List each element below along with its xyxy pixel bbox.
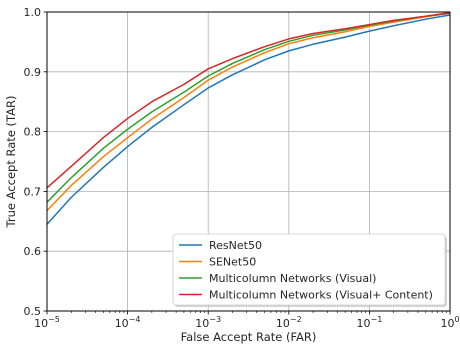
y-tick-label: 0.6 bbox=[24, 245, 42, 258]
x-tick-label: 10−1 bbox=[357, 315, 383, 330]
y-axis-label: True Accept Rate (TAR) bbox=[4, 96, 18, 229]
legend-label: ResNet50 bbox=[209, 239, 262, 252]
series-line bbox=[46, 14, 451, 225]
y-tick-label: 0.9 bbox=[24, 66, 42, 79]
x-tick-label: 100 bbox=[440, 315, 459, 330]
legend-label: Multicolumn Networks (Visual) bbox=[209, 272, 376, 285]
legend-label: Multicolumn Networks (Visual+ Content) bbox=[209, 289, 433, 302]
plot-frame bbox=[46, 11, 451, 312]
x-axis-label: False Accept Rate (FAR) bbox=[181, 330, 317, 344]
x-tick-label: 10−2 bbox=[276, 315, 302, 330]
y-tick-label: 0.5 bbox=[24, 305, 42, 318]
x-tick-label: 10−5 bbox=[34, 315, 60, 330]
series-line bbox=[46, 12, 451, 212]
y-tick-label: 0.8 bbox=[24, 126, 42, 139]
legend-box bbox=[172, 233, 446, 306]
legend: ResNet50 SENet50 Multicolumn Networks (Vis… bbox=[172, 233, 447, 307]
y-tick-label: 0.7 bbox=[24, 185, 42, 198]
x-axis-ticks: 10−5 10−4 10−3 10−2 10−1 100 bbox=[34, 311, 460, 330]
series-line bbox=[46, 12, 451, 203]
y-axis-ticks: 0.5 0.6 0.7 0.8 0.9 1.0 bbox=[24, 6, 47, 318]
x-tick-label: 10−3 bbox=[195, 315, 221, 330]
y-tick-label: 1.0 bbox=[24, 6, 42, 19]
legend-label: SENet50 bbox=[209, 256, 256, 269]
x-tick-label: 10−4 bbox=[115, 315, 141, 330]
series-lines bbox=[46, 11, 451, 225]
series-line bbox=[46, 11, 451, 189]
